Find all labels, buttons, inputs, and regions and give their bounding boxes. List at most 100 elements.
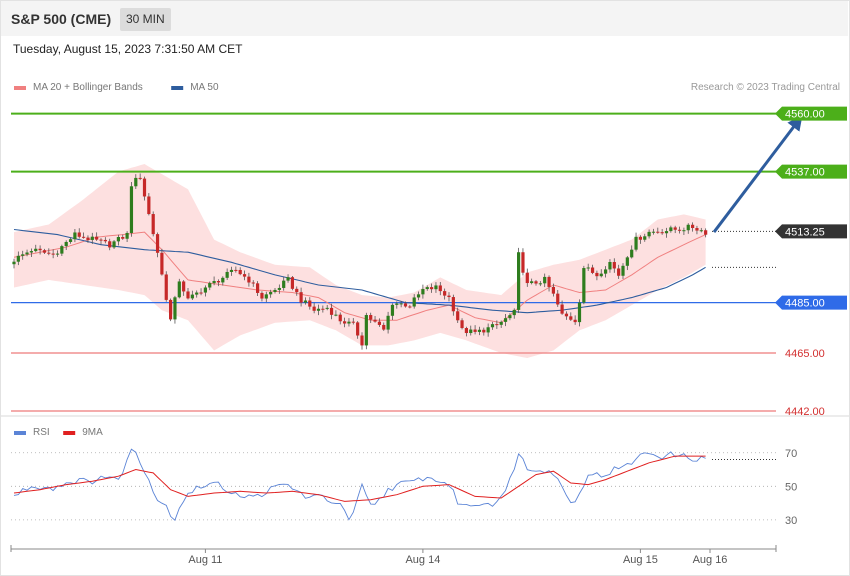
candle <box>164 271 168 302</box>
candle-body-up <box>643 236 647 240</box>
candle-body-up <box>699 230 703 232</box>
time-axis: Aug 11 Aug 14 Aug 15 Aug 16 <box>10 545 777 566</box>
candle <box>286 274 290 283</box>
candle <box>34 244 38 253</box>
candle-body-up <box>412 297 416 307</box>
candle <box>177 278 181 299</box>
candle-body-down <box>369 315 373 320</box>
price-level-labels: 4560.00 4537.00 4513.25 4485.00 4465.00 4442.… <box>775 106 847 418</box>
candle <box>377 318 381 327</box>
rsi-tick-label: 70 <box>785 448 797 460</box>
candle-body-up <box>543 276 547 284</box>
candle-body-down <box>677 229 682 231</box>
candle-body-down <box>556 293 560 305</box>
candle <box>195 290 199 298</box>
candle-body-up <box>134 177 138 187</box>
candle <box>534 280 538 286</box>
candle-body-up <box>212 281 216 284</box>
candle-body-down <box>77 232 81 237</box>
candle-body-up <box>651 231 656 233</box>
candle-body-up <box>64 241 68 247</box>
candle <box>525 268 529 287</box>
price-level-label: 4537.00 <box>785 167 825 179</box>
candle-body-up <box>416 294 421 298</box>
candle <box>199 288 203 296</box>
candle <box>373 315 377 323</box>
candle-body-up <box>608 262 612 270</box>
candle-body-up <box>229 269 234 272</box>
candle-body-down <box>47 252 51 254</box>
candle <box>512 308 516 319</box>
candle-body-down <box>473 329 477 332</box>
candle <box>325 304 329 311</box>
candle-body-up <box>303 300 308 303</box>
candle <box>695 225 699 235</box>
candle-body-up <box>621 265 625 276</box>
candle-body-down <box>430 287 434 290</box>
candle <box>356 321 360 339</box>
candle-body-down <box>560 304 564 314</box>
candle <box>595 270 599 281</box>
rsi-legend: RSI 9MA <box>14 427 103 438</box>
candle-body-down <box>482 329 486 333</box>
rsi-ma-line <box>13 455 706 502</box>
legend-label: 9MA <box>82 427 103 438</box>
timeframe-badge[interactable]: 30 MIN <box>120 8 171 31</box>
candle-body-up <box>386 315 390 330</box>
candle <box>556 289 560 307</box>
candle <box>517 247 521 313</box>
candle <box>347 318 351 327</box>
candle-body-up <box>486 327 490 333</box>
candle-body-up <box>582 268 586 303</box>
candle <box>334 310 338 317</box>
price-level-label: 4560.00 <box>785 109 825 121</box>
candle <box>242 270 247 281</box>
candle-body-up <box>577 302 582 323</box>
candle <box>125 231 129 243</box>
candle <box>47 248 51 256</box>
price-level-label: 4485.00 <box>785 298 825 310</box>
price-level-label: 4442.00 <box>785 406 825 418</box>
candle-body-up <box>221 277 225 283</box>
candle <box>577 299 582 327</box>
resistance-price-tag <box>775 164 847 179</box>
candle <box>221 276 225 286</box>
candle-body-up <box>90 236 94 240</box>
candle <box>129 181 134 237</box>
candle <box>234 266 238 273</box>
candle-body-up <box>325 307 329 309</box>
rsi-tick-label: 50 <box>785 481 797 493</box>
candle <box>416 291 421 301</box>
candle-body-up <box>116 237 120 242</box>
candle-body-down <box>138 177 142 179</box>
candle-body-down <box>216 281 221 283</box>
candle-body-down <box>338 314 342 322</box>
candle <box>212 276 216 286</box>
candle-body-up <box>630 249 634 258</box>
x-tick-label: Aug 15 <box>623 554 658 566</box>
candle <box>269 289 273 298</box>
candle <box>699 227 703 233</box>
candle <box>638 235 642 244</box>
candle-body-down <box>351 321 355 323</box>
instrument-title: S&P 500 (CME) <box>11 11 112 27</box>
candle <box>155 232 160 258</box>
candle-body-down <box>169 299 173 320</box>
candle <box>299 287 303 307</box>
candle-body-down <box>82 236 86 238</box>
candle <box>121 234 125 240</box>
candle-body-up <box>503 318 508 322</box>
candle-body-down <box>638 236 642 240</box>
candle <box>604 266 608 278</box>
candle-body-down <box>569 316 573 320</box>
candle-body-down <box>95 236 99 240</box>
candle-body-down <box>673 227 677 230</box>
candle-body-down <box>443 291 447 296</box>
candle-body-down <box>691 224 695 229</box>
candle <box>460 318 464 330</box>
candle <box>608 259 612 273</box>
candle-body-up <box>177 281 181 298</box>
candle <box>434 282 438 293</box>
candle <box>704 228 708 238</box>
